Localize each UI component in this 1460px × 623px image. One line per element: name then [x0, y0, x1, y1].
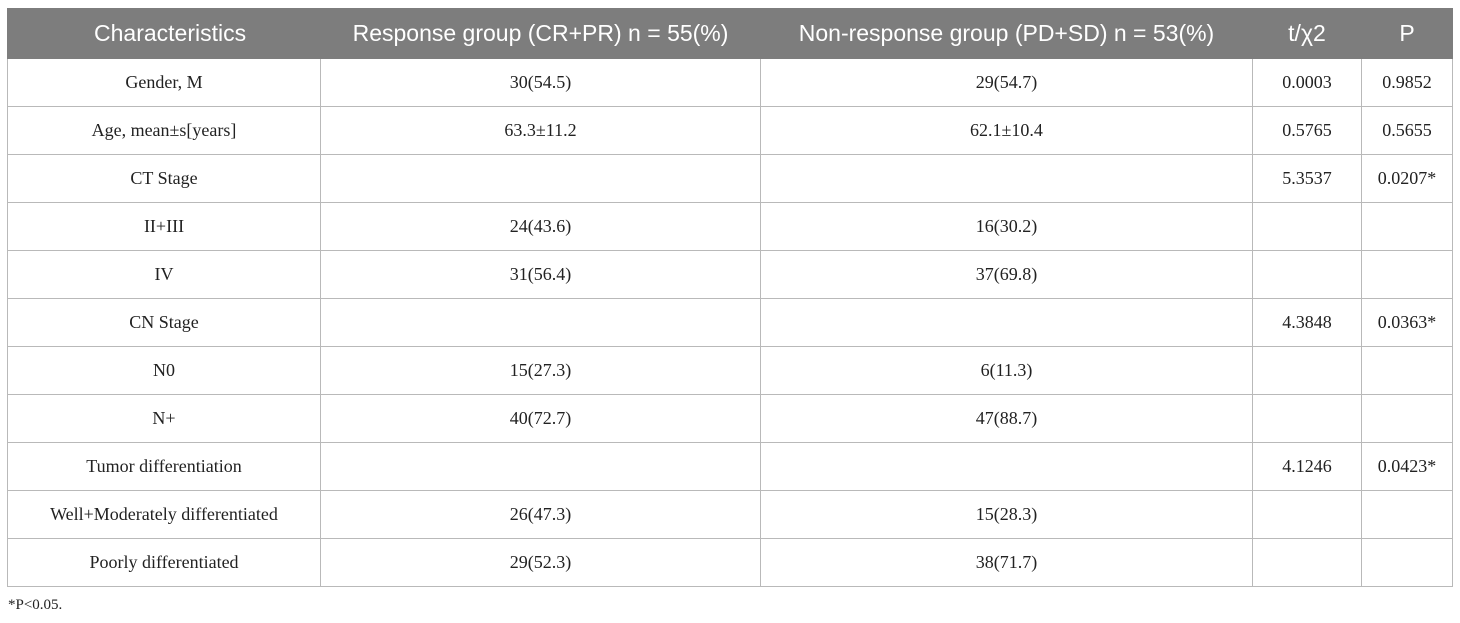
- cell-test-statistic: [1252, 490, 1362, 539]
- cell-response-group: [320, 154, 761, 203]
- cell-response-group: 26(47.3): [320, 490, 761, 539]
- cell-test-statistic: [1252, 250, 1362, 299]
- cell-response-group: 63.3±11.2: [320, 106, 761, 155]
- cell-test-statistic: 5.3537: [1252, 154, 1362, 203]
- cell-p-value: [1361, 490, 1453, 539]
- table-row: IV 31(56.4) 37(69.8): [7, 250, 1453, 299]
- table-body: Gender, M 30(54.5) 29(54.7) 0.0003 0.9852 Age…: [7, 58, 1453, 587]
- header-p-value: P: [1361, 8, 1453, 59]
- cell-p-value: 0.0363*: [1361, 298, 1453, 347]
- cell-non-response-group: 47(88.7): [760, 394, 1253, 443]
- cell-response-group: 31(56.4): [320, 250, 761, 299]
- cell-response-group: 24(43.6): [320, 202, 761, 251]
- table-footnote: *P<0.05.: [8, 597, 63, 613]
- cell-test-statistic: [1252, 202, 1362, 251]
- cell-non-response-group: 62.1±10.4: [760, 106, 1253, 155]
- cell-characteristic: CN Stage: [7, 298, 321, 347]
- cell-test-statistic: 4.3848: [1252, 298, 1362, 347]
- cell-characteristic: Tumor differentiation: [7, 442, 321, 491]
- cell-characteristic: N+: [7, 394, 321, 443]
- table-row: N0 15(27.3) 6(11.3): [7, 346, 1453, 395]
- cell-response-group: [320, 442, 761, 491]
- table-row: Age, mean±s[years] 63.3±11.2 62.1±10.4 0.57…: [7, 106, 1453, 155]
- header-characteristics: Characteristics: [7, 8, 321, 59]
- cell-non-response-group: 16(30.2): [760, 202, 1253, 251]
- table-row: CN Stage 4.3848 0.0363*: [7, 298, 1453, 347]
- cell-characteristic: IV: [7, 250, 321, 299]
- cell-p-value: [1361, 538, 1453, 587]
- cell-non-response-group: 37(69.8): [760, 250, 1253, 299]
- characteristics-table: Characteristics Response group (CR+PR) n…: [7, 8, 1453, 587]
- cell-non-response-group: 29(54.7): [760, 58, 1253, 107]
- cell-test-statistic: [1252, 538, 1362, 587]
- header-test-statistic: t/χ2: [1252, 8, 1362, 59]
- cell-p-value: [1361, 346, 1453, 395]
- header-non-response-group: Non-response group (PD+SD) n = 53(%): [760, 8, 1253, 59]
- cell-non-response-group: 6(11.3): [760, 346, 1253, 395]
- cell-p-value: 0.0207*: [1361, 154, 1453, 203]
- cell-non-response-group: [760, 154, 1253, 203]
- cell-characteristic: II+III: [7, 202, 321, 251]
- cell-characteristic: Gender, M: [7, 58, 321, 107]
- cell-response-group: 15(27.3): [320, 346, 761, 395]
- table-row: Gender, M 30(54.5) 29(54.7) 0.0003 0.9852: [7, 58, 1453, 107]
- cell-test-statistic: 4.1246: [1252, 442, 1362, 491]
- cell-test-statistic: 0.5765: [1252, 106, 1362, 155]
- cell-test-statistic: 0.0003: [1252, 58, 1362, 107]
- table-row: Tumor differentiation 4.1246 0.0423*: [7, 442, 1453, 491]
- cell-non-response-group: [760, 298, 1253, 347]
- header-response-group: Response group (CR+PR) n = 55(%): [320, 8, 761, 59]
- cell-p-value: [1361, 202, 1453, 251]
- cell-non-response-group: 15(28.3): [760, 490, 1253, 539]
- table-row: Well+Moderately differentiated 26(47.3) 15…: [7, 490, 1453, 539]
- cell-response-group: 29(52.3): [320, 538, 761, 587]
- cell-non-response-group: [760, 442, 1253, 491]
- cell-p-value: 0.0423*: [1361, 442, 1453, 491]
- header-row: Characteristics Response group (CR+PR) n…: [7, 8, 1453, 59]
- cell-response-group: [320, 298, 761, 347]
- cell-characteristic: N0: [7, 346, 321, 395]
- cell-p-value: 0.9852: [1361, 58, 1453, 107]
- table-row: Poorly differentiated 29(52.3) 38(71.7): [7, 538, 1453, 587]
- table-header: Characteristics Response group (CR+PR) n…: [7, 8, 1453, 59]
- table-row: N+ 40(72.7) 47(88.7): [7, 394, 1453, 443]
- cell-characteristic: Age, mean±s[years]: [7, 106, 321, 155]
- cell-p-value: [1361, 250, 1453, 299]
- cell-p-value: 0.5655: [1361, 106, 1453, 155]
- table-row: CT Stage 5.3537 0.0207*: [7, 154, 1453, 203]
- cell-response-group: 40(72.7): [320, 394, 761, 443]
- cell-test-statistic: [1252, 346, 1362, 395]
- cell-p-value: [1361, 394, 1453, 443]
- cell-characteristic: Poorly differentiated: [7, 538, 321, 587]
- cell-characteristic: Well+Moderately differentiated: [7, 490, 321, 539]
- cell-test-statistic: [1252, 394, 1362, 443]
- cell-non-response-group: 38(71.7): [760, 538, 1253, 587]
- table-row: II+III 24(43.6) 16(30.2): [7, 202, 1453, 251]
- cell-response-group: 30(54.5): [320, 58, 761, 107]
- cell-characteristic: CT Stage: [7, 154, 321, 203]
